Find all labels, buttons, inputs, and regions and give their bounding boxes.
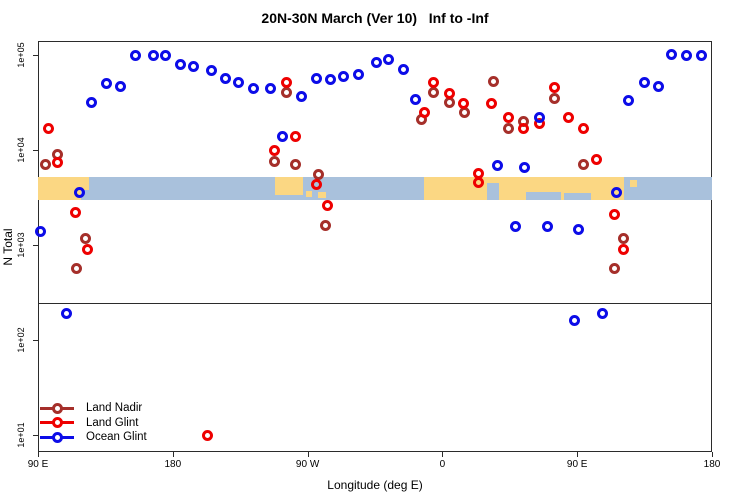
y-axis-title: N Total xyxy=(1,228,15,266)
legend: Land Nadir Land Glint Ocean Glint xyxy=(40,401,147,445)
x-axis-tick xyxy=(577,452,579,457)
legend-label: Ocean Glint xyxy=(86,431,147,444)
y-tick-label: 1e+01 xyxy=(16,422,26,448)
land-nadir-marker-icon xyxy=(40,402,74,414)
plot-area xyxy=(38,41,712,452)
x-axis-tick xyxy=(38,452,39,457)
legend-label: Land Glint xyxy=(86,416,139,429)
legend-label: Land Nadir xyxy=(86,402,143,415)
legend-item-land-glint: Land Glint xyxy=(40,416,147,431)
y-tick-label: 1e+05 xyxy=(16,42,26,68)
x-tick-label: 180 xyxy=(164,459,182,470)
x-tick-label: 0 xyxy=(439,459,446,470)
x-tick-label: 90 W xyxy=(295,459,320,470)
land-glint-marker-icon xyxy=(40,417,74,429)
x-tick-label: 90 E xyxy=(566,459,588,470)
ocean-glint-marker-icon xyxy=(40,431,74,443)
legend-item-land-nadir: Land Nadir xyxy=(40,401,147,416)
x-axis-tick xyxy=(172,452,174,457)
x-axis-tick xyxy=(712,452,713,457)
x-tick-label: 180 xyxy=(703,459,721,470)
chart-title: 20N-30N March (Ver 10) Inf to -Inf xyxy=(261,10,489,26)
y-tick-label: 1e+04 xyxy=(16,137,26,163)
y-tick-label: 1e+03 xyxy=(16,232,26,258)
x-axis-title: Longitude (deg E) xyxy=(327,478,423,492)
x-axis-tick xyxy=(307,452,309,457)
legend-item-ocean-glint: Ocean Glint xyxy=(40,430,147,445)
y-tick-label: 1e+02 xyxy=(16,327,26,353)
x-axis-tick xyxy=(442,452,444,457)
x-tick-label: 90 E xyxy=(27,459,49,470)
